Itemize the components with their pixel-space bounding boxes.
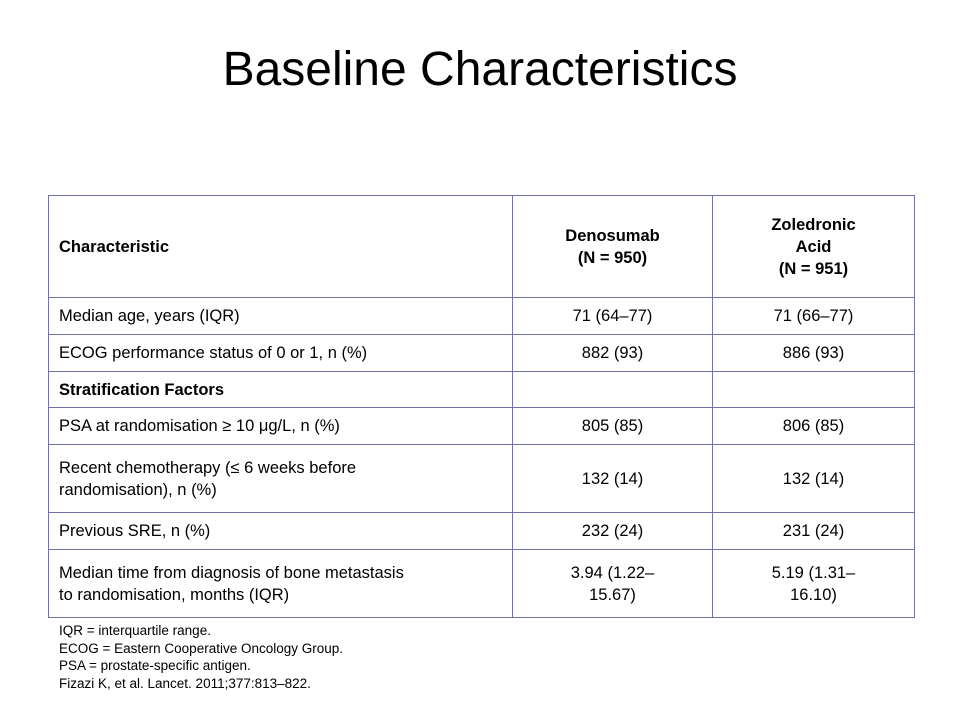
header-denosumab: Denosumab (N = 950) bbox=[512, 195, 713, 298]
header-zoledronic-line: Zoledronic bbox=[771, 215, 856, 234]
table-row: Previous SRE, n (%) 232 (24) 231 (24) bbox=[48, 512, 915, 550]
zoledronic-value-text: 231 (24) bbox=[782, 522, 845, 540]
zoledronic-value-text: 886 (93) bbox=[782, 344, 845, 362]
header-zoledronic-acid: Zoledronic Acid (N = 951) bbox=[712, 195, 915, 298]
header-zoledronic-line: (N = 951) bbox=[778, 259, 849, 278]
row-label: Previous SRE, n (%) bbox=[48, 512, 513, 550]
zoledronic-value: 5.19 (1.31– 16.10) bbox=[712, 549, 915, 618]
footnote-citation: Fizazi K, et al. Lancet. 2011;377:813–82… bbox=[59, 675, 311, 691]
zoledronic-value: 231 (24) bbox=[712, 512, 915, 550]
footnote-ecog: ECOG = Eastern Cooperative Oncology Grou… bbox=[59, 640, 344, 656]
row-label-text: to randomisation, months (IQR) bbox=[59, 585, 290, 604]
header-characteristic: Characteristic bbox=[48, 195, 513, 298]
table-header-row: Characteristic Denosumab (N = 950) Zoled… bbox=[48, 195, 915, 298]
denosumab-value: 3.94 (1.22– 15.67) bbox=[512, 549, 713, 618]
row-label-text: Recent chemotherapy (≤ 6 weeks before bbox=[59, 458, 357, 477]
empty-cell bbox=[512, 371, 713, 408]
zoledronic-value-text: 806 (85) bbox=[782, 417, 845, 435]
zoledronic-value-text: 71 (66–77) bbox=[773, 307, 854, 325]
row-label-text: Median age, years (IQR) bbox=[59, 307, 240, 325]
zoledronic-value-text: 16.10) bbox=[790, 585, 837, 604]
table-row: Recent chemotherapy (≤ 6 weeks before ra… bbox=[48, 444, 915, 513]
denosumab-value: 882 (93) bbox=[512, 334, 713, 372]
row-label: ECOG performance status of 0 or 1, n (%) bbox=[48, 334, 513, 372]
footnote-psa: PSA = prostate-specific antigen. bbox=[59, 658, 251, 673]
row-label: Median time from diagnosis of bone metas… bbox=[48, 549, 513, 618]
row-label-text: randomisation), n (%) bbox=[59, 480, 217, 499]
denosumab-value-text: 805 (85) bbox=[581, 417, 644, 435]
denosumab-value-text: 15.67) bbox=[589, 585, 636, 604]
footnotes: IQR = interquartile range. ECOG = Easter… bbox=[59, 622, 343, 692]
header-denosumab-line: Denosumab bbox=[565, 226, 660, 245]
row-label-text: PSA at randomisation ≥ 10 μg/L, n (%) bbox=[59, 417, 340, 435]
zoledronic-value: 886 (93) bbox=[712, 334, 915, 372]
table-row: Median time from diagnosis of bone metas… bbox=[48, 549, 915, 618]
baseline-characteristics-table: Characteristic Denosumab (N = 950) Zoled… bbox=[48, 195, 915, 618]
denosumab-value-text: 71 (64–77) bbox=[572, 307, 653, 325]
zoledronic-value: 806 (85) bbox=[712, 407, 915, 445]
denosumab-value: 71 (64–77) bbox=[512, 297, 713, 335]
header-denosumab-line: (N = 950) bbox=[577, 248, 648, 267]
denosumab-value: 805 (85) bbox=[512, 407, 713, 445]
denosumab-value: 132 (14) bbox=[512, 444, 713, 513]
row-label: Median age, years (IQR) bbox=[48, 297, 513, 335]
row-label-text: ECOG performance status of 0 or 1, n (%) bbox=[59, 344, 368, 362]
table-row: PSA at randomisation ≥ 10 μg/L, n (%) 80… bbox=[48, 407, 915, 445]
row-label: PSA at randomisation ≥ 10 μg/L, n (%) bbox=[48, 407, 513, 445]
zoledronic-value: 71 (66–77) bbox=[712, 297, 915, 335]
denosumab-value-text: 882 (93) bbox=[581, 344, 644, 362]
denosumab-value: 232 (24) bbox=[512, 512, 713, 550]
zoledronic-value-text: 5.19 (1.31– bbox=[771, 563, 856, 582]
zoledronic-value: 132 (14) bbox=[712, 444, 915, 513]
row-label-text: Previous SRE, n (%) bbox=[59, 522, 211, 540]
empty-cell bbox=[712, 371, 915, 408]
section-label: Stratification Factors bbox=[48, 371, 513, 408]
section-label-text: Stratification Factors bbox=[59, 380, 225, 399]
table-row: ECOG performance status of 0 or 1, n (%)… bbox=[48, 334, 915, 372]
header-characteristic-label: Characteristic bbox=[59, 237, 170, 256]
header-zoledronic-line: Acid bbox=[795, 237, 832, 256]
denosumab-value-text: 3.94 (1.22– bbox=[570, 563, 655, 582]
row-label: Recent chemotherapy (≤ 6 weeks before ra… bbox=[48, 444, 513, 513]
section-row-stratification-factors: Stratification Factors bbox=[48, 371, 915, 408]
denosumab-value-text: 132 (14) bbox=[581, 469, 644, 488]
table-row: Median age, years (IQR) 71 (64–77) 71 (6… bbox=[48, 297, 915, 335]
zoledronic-value-text: 132 (14) bbox=[782, 469, 845, 488]
row-label-text: Median time from diagnosis of bone metas… bbox=[59, 563, 404, 582]
denosumab-value-text: 232 (24) bbox=[581, 522, 644, 540]
slide-title: Baseline Characteristics bbox=[222, 43, 738, 96]
footnote-iqr: IQR = interquartile range. bbox=[59, 623, 211, 638]
